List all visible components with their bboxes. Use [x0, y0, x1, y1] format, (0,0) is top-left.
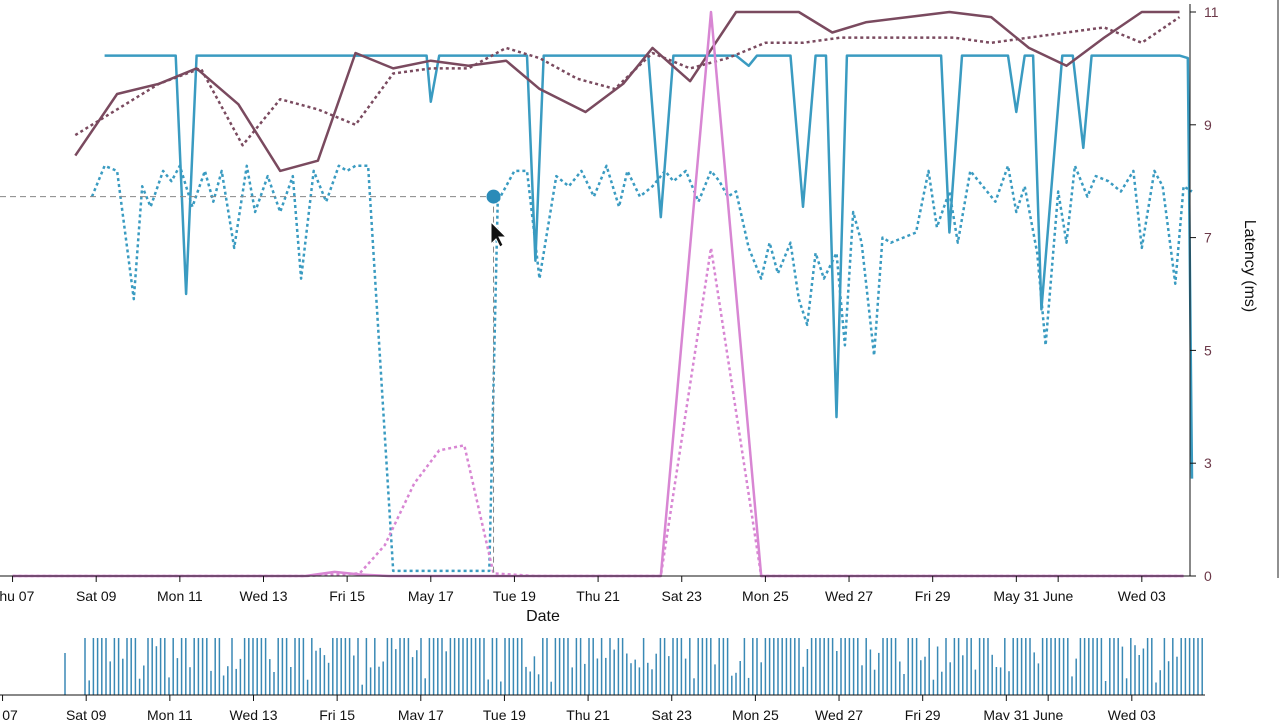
brush-tick-label: Thu 21 [566, 707, 610, 720]
x-tick-label: Wed 03 [1118, 588, 1166, 604]
brush-bars [64, 638, 1203, 695]
brush-tick-label: Sat 23 [651, 707, 692, 720]
hover-point[interactable] [486, 189, 501, 204]
x-axis: Thu 07 Sat 09 Mon 11 Wed 13 Fri 15 May 17 Tue … [0, 575, 1190, 604]
brush-x-axis: 07 Sat 09 Mon 11 Wed 13 Fri 15 May 17 Tue 19 Th… [0, 694, 1205, 720]
series-line-blue-dotted [90, 164, 1193, 573]
x-tick-label: Wed 13 [239, 588, 287, 604]
y-tick-label: 7 [1204, 230, 1212, 246]
hover-layer [0, 189, 501, 576]
x-tick-label: Mon 11 [157, 588, 203, 604]
series-layer [12, 10, 1194, 578]
brush-tick-label: Wed 27 [815, 707, 863, 720]
brush-tick-label: Fri 29 [905, 707, 941, 720]
x-tick-label: Tue 19 [493, 588, 536, 604]
brush-tick-label: Tue 19 [483, 707, 526, 720]
y-tick-label: 9 [1204, 117, 1212, 133]
x-tick-label: Mon 25 [742, 588, 789, 604]
mouse-pointer-icon [490, 220, 508, 248]
x-tick-label: May 31 [993, 588, 1039, 604]
brush-tick-label: 07 [2, 707, 18, 720]
series-line-maroon-solid [74, 10, 1180, 173]
brush-tick-label: May 17 [398, 707, 444, 720]
series-line-pink-solid [12, 10, 1184, 578]
brush-context-chart[interactable]: 07 Sat 09 Mon 11 Wed 13 Fri 15 May 17 Tue 19 Th… [0, 638, 1205, 720]
x-tick-label: Wed 27 [825, 588, 873, 604]
x-tick-label: Sat 23 [661, 588, 702, 604]
y-tick-label: 3 [1204, 455, 1212, 471]
main-plot-area[interactable] [0, 10, 1194, 578]
brush-tick-label: May 31 [983, 707, 1029, 720]
brush-tick-label: Sat 09 [66, 707, 107, 720]
series-line-pink-dotted [12, 246, 1184, 578]
x-axis-title: Date [526, 608, 560, 625]
y-axis-title: Latency (ms) [1241, 220, 1258, 312]
brush-tick-label: Fri 15 [319, 707, 355, 720]
x-tick-label: Sat 09 [76, 588, 117, 604]
series-line-blue-solid [104, 54, 1194, 479]
y-axis: 0 3 5 7 9 11 [1189, 0, 1279, 584]
brush-tick-label: Mon 11 [147, 707, 193, 720]
y-tick-label: 0 [1204, 568, 1212, 584]
x-tick-label: May 17 [408, 588, 454, 604]
x-tick-label: Thu 21 [576, 588, 620, 604]
x-tick-label: Fri 29 [915, 588, 951, 604]
x-tick-label: June [1043, 588, 1074, 604]
brush-tick-label: Wed 13 [229, 707, 277, 720]
brush-tick-label: Mon 25 [732, 707, 779, 720]
y-tick-label: 5 [1204, 342, 1212, 358]
brush-tick-label: June [1033, 707, 1064, 720]
brush-tick-label: Wed 03 [1108, 707, 1156, 720]
x-tick-label: Thu 07 [0, 588, 35, 604]
y-tick-label: 11 [1204, 4, 1219, 20]
x-tick-label: Fri 15 [329, 588, 365, 604]
